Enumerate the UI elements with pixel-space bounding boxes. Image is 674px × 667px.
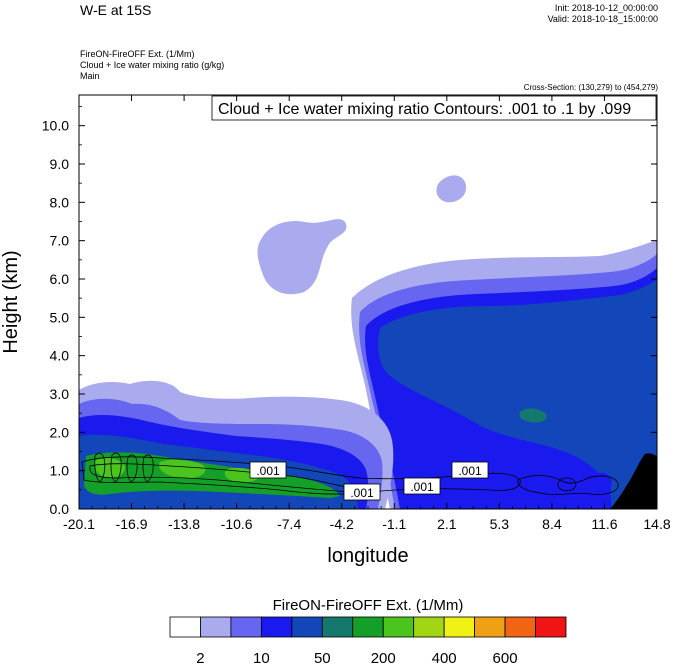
colorbar-swatch [169,616,201,638]
colorbar-tick-label: 400 [432,650,457,667]
east-cloud-core [378,280,657,509]
x-tick-label: 14.8 [643,516,670,532]
x-axis: -20.1 -16.9 -13.8 -10.6 -7.4 -4.2 -1.1 2.1 5.3 8.… [63,95,671,532]
contour-label-box [403,477,441,495]
contour-label-box [343,483,381,501]
colorbar-swatch [535,616,567,638]
field-description-3: Main [80,71,100,81]
x-tick-label: -7.4 [277,516,301,532]
y-tick-label: 6.0 [50,271,70,287]
y-axis-title: Height (km) [0,250,22,353]
x-tick-label: 8.4 [542,516,562,532]
x-tick-label: 2.1 [437,516,457,532]
low-cloud-green-band [84,452,340,498]
y-axis: 0.0 1.0 2.0 3.0 4.0 5.0 6.0 7.0 8.0 9.0 10.0 [42,106,657,517]
extinction-field [79,175,657,509]
upper-cloud-patch [257,219,347,295]
chart-title: W-E at 15S [80,2,152,18]
cross-section-label: Cross-Section: (130,279) to (454,279) [523,83,658,92]
colorbar-swatch [382,616,415,638]
y-tick-label: 5.0 [50,309,70,325]
init-time: Init: 2018-10-12_00:00:00 [554,3,658,13]
contour-line [81,456,521,495]
y-tick-label: 10.0 [42,118,69,134]
x-tick-label: 5.3 [490,516,510,532]
contour-label: .001 [256,464,280,478]
colorbar-labels: 2 10 50 200 400 600 [196,650,517,667]
contour-line [94,452,154,483]
terrain [610,453,657,509]
y-tick-label: 9.0 [50,156,70,172]
plot-label: Cloud + Ice water mixing ratio Contours:… [218,101,631,118]
upper-cloud-patch-top [436,175,467,203]
colorbar-swatch [443,616,476,638]
y-tick-label: 4.0 [50,348,70,364]
colorbar-swatch [474,616,506,638]
colorbar-tick-label: 600 [493,650,518,667]
east-cloud-green-patch [519,408,547,423]
colorbar-tick-label: 200 [371,650,396,667]
contour-label: .001 [458,464,482,478]
contour-label-box [451,461,489,479]
y-tick-label: 0.0 [50,501,70,517]
y-tick-label: 8.0 [50,194,70,210]
colorbar [169,616,567,638]
y-tick-label: 1.0 [50,463,70,479]
colorbar-swatch [260,616,293,638]
colorbar-swatch [413,616,445,638]
plot-label-box [211,95,657,121]
x-tick-label: -10.6 [221,516,253,532]
x-tick-label: -1.1 [382,516,406,532]
x-tick-label: -16.9 [116,516,148,532]
colorbar-swatch [321,616,354,638]
colorbar-swatch [504,616,536,638]
colorbar-tick-label: 10 [253,650,270,667]
y-tick-label: 3.0 [50,386,70,402]
colorbar-tick-label: 50 [314,650,331,667]
low-cloud-lime-cells [94,457,259,483]
x-tick-label: -4.2 [330,516,354,532]
colorbar-swatch [230,616,262,638]
colorbar-swatch [200,616,232,638]
contour-label: .001 [350,486,374,500]
colorbar-swatch [291,616,323,638]
storm-cell [591,472,613,496]
contour-labels: .001 .001 .001 .001 [249,461,489,501]
x-tick-label: 11.6 [591,516,617,532]
contour-line [557,477,577,492]
x-axis-title: longitude [327,545,408,567]
colorbar-title: FireON-FireOFF Ext. (1/Mm) [273,597,464,614]
colorbar-swatch [352,616,384,638]
x-tick-label: -13.8 [168,516,200,532]
contour-label-box [249,461,287,479]
y-tick-label: 7.0 [50,233,70,249]
contour-label: .001 [410,480,434,494]
field-description-1: FireON-FireOFF Ext. (1/Mm) [80,49,195,59]
colorbar-tick-label: 2 [196,650,204,667]
field-description-2: Cloud + Ice water mixing ratio (g/kg) [80,60,225,70]
y-tick-label: 2.0 [50,424,70,440]
valid-time: Valid: 2018-10-18_15:00:00 [547,14,658,24]
x-tick-label: -20.1 [63,516,95,532]
